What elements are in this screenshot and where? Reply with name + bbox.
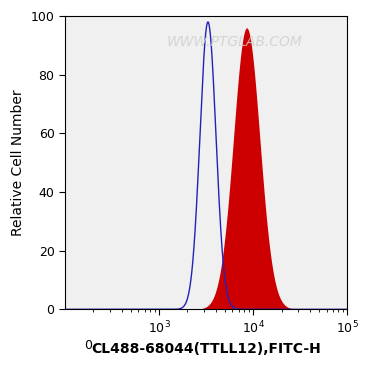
X-axis label: CL488-68044(TTLL12),FITC-H: CL488-68044(TTLL12),FITC-H bbox=[91, 342, 321, 356]
Text: WWW.PTGLAB.COM: WWW.PTGLAB.COM bbox=[166, 36, 302, 50]
Y-axis label: Relative Cell Number: Relative Cell Number bbox=[11, 90, 25, 236]
Text: 0: 0 bbox=[84, 339, 92, 352]
